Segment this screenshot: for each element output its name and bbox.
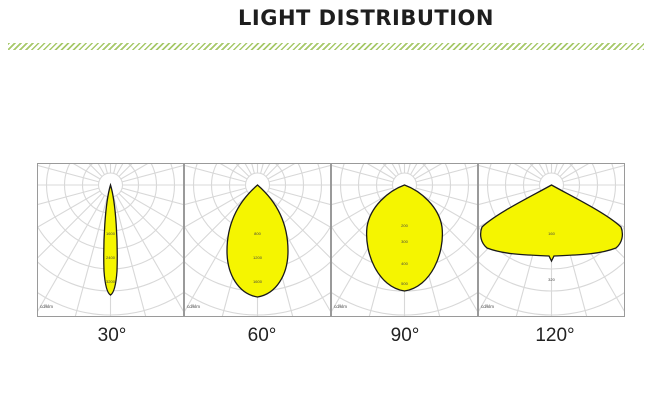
grid-spoke <box>121 165 183 183</box>
grid-spoke <box>185 193 250 259</box>
grid-spoke <box>113 196 147 316</box>
ring-label: 200 <box>401 223 408 228</box>
grid-spoke <box>479 187 541 205</box>
polar-grid-30: 1600 2400 3200 <box>37 163 184 317</box>
grid-spoke <box>268 187 330 205</box>
grid-spoke <box>74 196 108 316</box>
beam-shape <box>365 184 444 292</box>
grid-spoke <box>267 190 330 228</box>
beam-angle-label: 120° <box>535 325 575 346</box>
grid-spoke <box>265 193 330 259</box>
polar-grid-60: 800 1200 1600 <box>184 163 331 317</box>
grid-spoke <box>185 190 248 228</box>
grid-spoke <box>562 165 624 183</box>
ring-label: 400 <box>401 261 408 266</box>
hatched-divider <box>8 43 644 50</box>
ring-label: 800 <box>254 231 261 236</box>
polar-grid-120: 160 320 <box>478 163 625 317</box>
beam-angle-label: 90° <box>390 325 420 346</box>
polar-panel-120: 160 320 cd/klm <box>478 163 625 317</box>
grid-spoke <box>268 165 330 183</box>
grid-spoke <box>332 187 394 205</box>
ring-label: 1600 <box>106 231 116 236</box>
beam-angle-label: 30° <box>97 325 127 346</box>
beam-shape <box>480 184 623 263</box>
polar-grid-90: 200 300 400 500 <box>331 163 478 317</box>
ring-label: 160 <box>548 231 555 236</box>
ring-label: 300 <box>401 239 408 244</box>
grid-spoke <box>414 190 477 228</box>
grid-spoke <box>38 195 105 312</box>
grid-spoke <box>332 165 394 183</box>
grid-spoke <box>415 187 477 205</box>
grid-spoke <box>38 190 101 228</box>
ring-label: 3200 <box>106 279 116 284</box>
polar-diagrams: 1600 2400 3200 cd/klm 800 1200 1600 cd/k… <box>37 163 625 317</box>
unit-label: cd/klm <box>481 304 495 309</box>
unit-label: cd/klm <box>187 304 201 309</box>
grid-spoke <box>116 195 183 312</box>
beam-shape <box>226 184 289 298</box>
beam-angle-label: 60° <box>247 325 277 346</box>
grid-spoke <box>121 187 183 205</box>
grid-spoke <box>38 187 100 205</box>
unit-label: cd/klm <box>40 304 54 309</box>
grid-spoke <box>120 190 183 228</box>
ring-label: 500 <box>401 281 408 286</box>
grid-spoke <box>562 187 624 205</box>
page-title: LIGHT DISTRIBUTION <box>238 6 494 30</box>
beam-shape <box>103 182 118 296</box>
polar-panel-30: 1600 2400 3200 cd/klm <box>37 163 184 317</box>
grid-spoke <box>185 187 247 205</box>
polar-panel-90: 200 300 400 500 cd/klm <box>331 163 478 317</box>
polar-panel-60: 800 1200 1600 cd/klm <box>184 163 331 317</box>
ring-label: 2400 <box>106 255 116 260</box>
grid-spoke <box>38 193 103 259</box>
grid-spoke <box>185 165 247 183</box>
grid-spoke <box>479 165 541 183</box>
ring-label: 1600 <box>253 279 263 284</box>
grid-spoke <box>332 190 395 228</box>
grid-spoke <box>118 193 183 259</box>
unit-label: cd/klm <box>334 304 348 309</box>
grid-spoke <box>38 165 100 183</box>
ring-label: 1200 <box>253 255 263 260</box>
ring-label: 320 <box>548 277 555 282</box>
grid-spoke <box>415 165 477 183</box>
